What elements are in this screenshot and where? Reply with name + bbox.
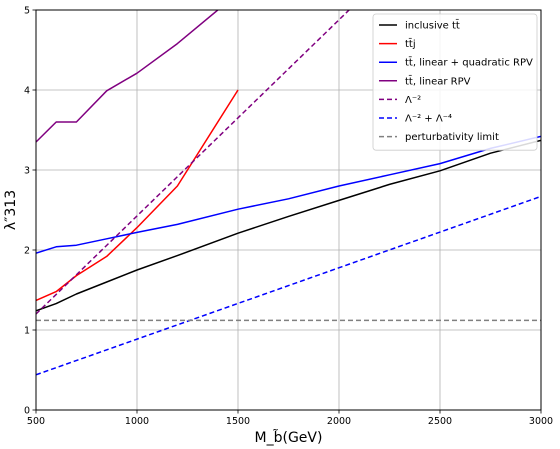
legend-label: perturbativity limit	[405, 132, 499, 143]
legend-frame	[372, 13, 538, 151]
series-lines	[36, 10, 541, 376]
series-line-4	[36, 10, 350, 315]
legend-label: Λ⁻²	[405, 95, 421, 106]
x-tick-label: 1500	[226, 416, 250, 427]
x-axis-label: M_b̃(GeV)	[255, 429, 323, 446]
x-tick-label: 2500	[428, 416, 452, 427]
series-line-0	[36, 139, 541, 312]
legend: inclusive tt̄ tt̄j tt̄, linear + quadratic…	[372, 13, 538, 151]
x-tick-label: 2000	[327, 416, 351, 427]
series-line-2	[36, 135, 541, 254]
series-line-1	[36, 89, 239, 302]
legend-label: Λ⁻² + Λ⁻⁴	[405, 114, 452, 125]
axis-ticks: 500 1000 1500 2000 2500 3000 0 1 2 3 4 5	[24, 6, 553, 428]
y-tick-label: 1	[24, 326, 30, 337]
plot-frame	[35, 9, 542, 411]
y-tick-label: 0	[24, 406, 30, 417]
legend-label: inclusive tt̄	[405, 19, 460, 32]
x-tick-label: 1000	[125, 416, 149, 427]
y-axis-label: λ″313	[3, 190, 19, 230]
x-tick-label: 500	[27, 416, 45, 427]
legend-label: tt̄, linear + quadratic RPV	[405, 56, 533, 69]
series-line-3	[36, 10, 219, 143]
y-tick-label: 4	[24, 86, 30, 97]
legend-label: tt̄j	[405, 37, 416, 50]
legend-label: tt̄, linear RPV	[405, 74, 471, 87]
series-line-5	[36, 195, 541, 376]
y-tick-label: 3	[24, 166, 30, 177]
x-tick-label: 3000	[529, 416, 553, 427]
y-tick-label: 5	[24, 6, 30, 17]
y-tick-label: 2	[24, 246, 30, 257]
